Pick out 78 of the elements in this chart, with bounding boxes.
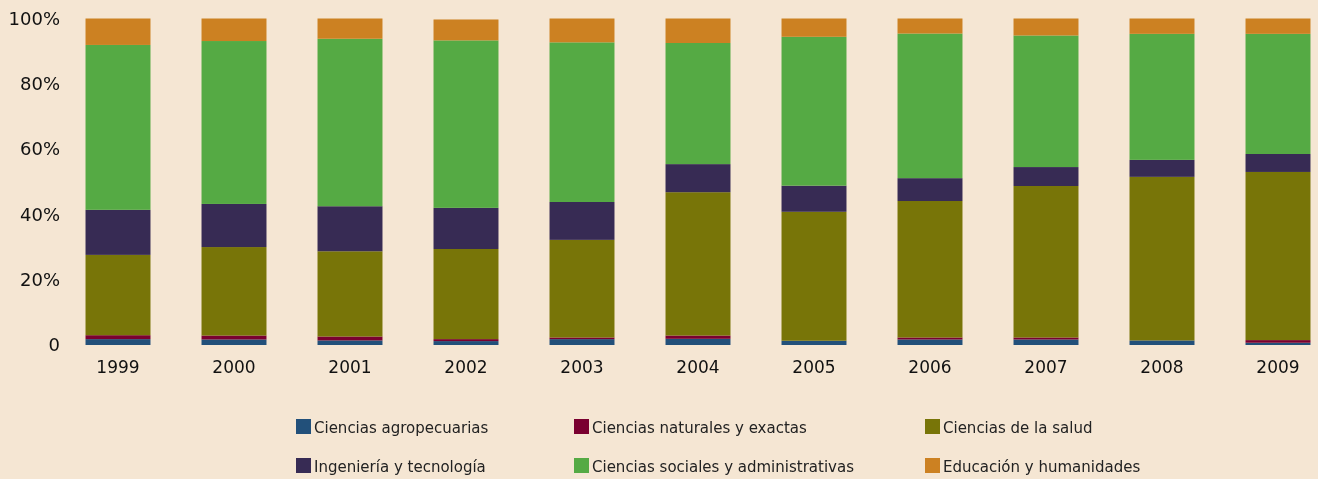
bar xyxy=(85,335,151,340)
bar xyxy=(897,201,963,338)
bar xyxy=(1129,340,1195,345)
legend-label: Ciencias naturales y exactas xyxy=(592,419,807,438)
legend-label: Ciencias de la salud xyxy=(943,419,1093,438)
bar xyxy=(1013,167,1079,186)
y-tick-label: 40% xyxy=(19,203,60,225)
bar xyxy=(1245,33,1311,154)
bar xyxy=(433,40,499,208)
bar xyxy=(1013,186,1079,338)
bar xyxy=(317,18,383,39)
legend-label: Ciencias sociales y administrativas xyxy=(592,458,855,477)
y-tick-label: 80% xyxy=(19,73,60,95)
legend-label: Educación y humanidades xyxy=(943,458,1141,477)
bar xyxy=(781,211,847,341)
bar xyxy=(1013,35,1079,168)
bar xyxy=(1129,18,1195,34)
bar xyxy=(201,247,267,336)
bar xyxy=(549,339,615,345)
bar xyxy=(201,18,267,42)
x-tick-label: 2001 xyxy=(328,357,372,377)
bar xyxy=(1245,18,1311,34)
bar xyxy=(549,201,615,240)
bar xyxy=(781,340,847,345)
bar xyxy=(665,338,731,345)
bar xyxy=(201,339,267,345)
x-tick-label: 2000 xyxy=(212,357,256,377)
bar xyxy=(781,18,847,37)
bar xyxy=(85,209,151,255)
x-tick-label: 2006 xyxy=(908,357,952,377)
bar xyxy=(85,44,151,210)
bar xyxy=(433,249,499,340)
bar xyxy=(317,206,383,252)
bar xyxy=(549,239,615,338)
bar xyxy=(433,19,499,41)
bar xyxy=(665,164,731,193)
bar xyxy=(665,42,731,165)
y-tick-label: 60% xyxy=(19,138,60,160)
bar xyxy=(665,192,731,336)
x-tick-label: 2003 xyxy=(560,357,604,377)
bar xyxy=(549,42,615,202)
y-tick-label: 20% xyxy=(19,269,60,290)
bar xyxy=(781,36,847,186)
bar xyxy=(1129,33,1195,160)
bar xyxy=(85,254,151,336)
bar xyxy=(201,203,267,248)
bar xyxy=(781,185,847,212)
bar xyxy=(549,18,615,43)
bar xyxy=(1245,171,1311,341)
bar xyxy=(665,18,731,43)
x-tick-label: 2008 xyxy=(1140,357,1184,377)
bar xyxy=(897,178,963,202)
bar xyxy=(317,251,383,337)
bar xyxy=(317,340,383,345)
bar xyxy=(85,339,151,345)
y-tick-label: 0 xyxy=(48,334,60,356)
bar xyxy=(317,38,383,207)
x-tick-label: 2002 xyxy=(444,357,488,377)
y-tick-label: 100% xyxy=(8,7,60,29)
x-tick-label: 1999 xyxy=(96,357,140,377)
x-tick-label: 2009 xyxy=(1256,357,1300,377)
bar xyxy=(1013,339,1079,345)
bar xyxy=(1129,176,1195,341)
legend-label: Ciencias agropecuarias xyxy=(314,419,489,438)
bar xyxy=(897,33,963,179)
x-tick-label: 2007 xyxy=(1024,357,1068,377)
legend-label: Ingeniería y tecnología xyxy=(314,458,486,477)
bar xyxy=(665,335,731,339)
x-tick-label: 2004 xyxy=(676,357,720,377)
bar xyxy=(1013,18,1079,36)
bar xyxy=(897,18,963,34)
bar xyxy=(1129,159,1195,177)
bar xyxy=(433,207,499,250)
bar xyxy=(1245,154,1311,172)
x-tick-label: 2005 xyxy=(792,357,836,377)
bar xyxy=(85,18,151,45)
bar xyxy=(897,339,963,345)
bar xyxy=(201,41,267,204)
